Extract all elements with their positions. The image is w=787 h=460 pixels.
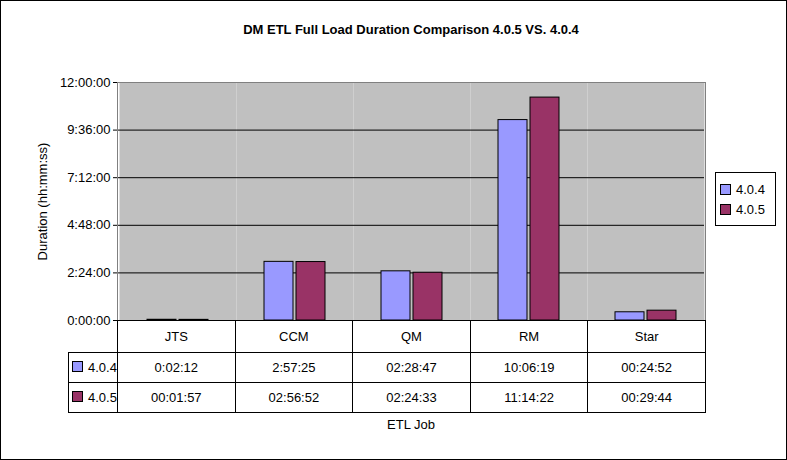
html-text:CCM: CCM bbox=[279, 329, 309, 344]
html-text:02:56:52: 02:56:52 bbox=[268, 390, 320, 405]
html-text:00:29:44: 00:29:44 bbox=[621, 390, 672, 405]
svg-text:12:00:00: 12:00:00 bbox=[60, 75, 111, 90]
html-text:2:57:25: 2:57:25 bbox=[272, 360, 316, 375]
svg-text:0:00:00: 0:00:00 bbox=[67, 312, 111, 328]
html-text:ETL Job: ETL Job bbox=[387, 417, 435, 432]
html-text:4.0.4: 4.0.4 bbox=[88, 360, 117, 375]
svg-text:2:24:00: 2:24:00 bbox=[67, 265, 110, 280]
svg-text:Duration (hh:mm:ss): Duration (hh:mm:ss) bbox=[35, 143, 50, 261]
html-text:10:06:19: 10:06:19 bbox=[503, 360, 555, 375]
html-text:11:14:22: 11:14:22 bbox=[504, 390, 554, 405]
html-text:RM: RM bbox=[519, 329, 540, 344]
html-text:JTS: JTS bbox=[164, 329, 188, 344]
html-text:0:02:12: 0:02:12 bbox=[154, 360, 198, 375]
html-text:4.0.4: 4.0.4 bbox=[736, 181, 765, 197]
html-text:QM: QM bbox=[401, 329, 422, 344]
html-text:00:01:57: 00:01:57 bbox=[151, 390, 202, 405]
svg-text:4:48:00: 4:48:00 bbox=[67, 217, 110, 232]
svg-text:9:36:00: 9:36:00 bbox=[67, 122, 110, 137]
html-text:00:24:52: 00:24:52 bbox=[621, 360, 672, 375]
html-text:DM ETL Full Load Duration Comp: DM ETL Full Load Duration Comparison 4.0… bbox=[243, 22, 579, 37]
html-text:4.0.5: 4.0.5 bbox=[88, 390, 117, 405]
html-text:02:24:33: 02:24:33 bbox=[386, 390, 437, 405]
html-text:4.0.5: 4.0.5 bbox=[736, 201, 765, 217]
svg-text:7:12:00: 7:12:00 bbox=[67, 170, 110, 185]
html-text:Star: Star bbox=[634, 329, 659, 344]
html-text:02:28:47: 02:28:47 bbox=[386, 360, 437, 375]
